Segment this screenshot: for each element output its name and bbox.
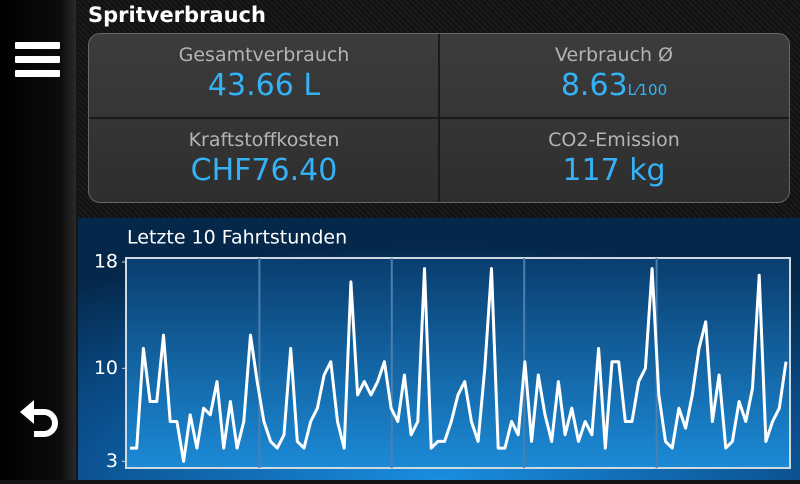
stat-label: Verbrauch Ø	[554, 44, 674, 66]
stat-label: CO2-Emission	[548, 129, 680, 151]
back-button[interactable]	[20, 400, 58, 437]
stat-value: CHF76.40	[190, 153, 338, 188]
stat-cell: Kraftstoffkosten CHF76.40	[89, 119, 439, 202]
menu-button[interactable]	[15, 42, 60, 77]
chart-title: Letzte 10 Fahrtstunden	[127, 227, 347, 249]
sidebar-icons	[15, 42, 60, 437]
divider	[89, 117, 789, 119]
chart: Letzte 10 Fahrtstunden 3 10 18	[78, 218, 800, 480]
plot-area	[125, 257, 791, 469]
page-title: Spritverbrauch	[88, 3, 266, 27]
stat-number: 8.63	[560, 68, 628, 103]
sidebar	[0, 0, 76, 480]
stat-value: 8.63L⁄100	[439, 68, 789, 103]
stat-label: Gesamtverbrauch	[178, 44, 350, 66]
stat-label: Kraftstoffkosten	[188, 129, 340, 151]
stat-value: 43.66 L	[207, 68, 321, 103]
stat-cell: Verbrauch Ø 8.63L⁄100	[439, 34, 789, 118]
y-tick-label: 10	[94, 357, 118, 379]
stat-value: 117 kg	[562, 153, 666, 188]
y-tick-label: 3	[106, 450, 118, 472]
y-tick-label: 18	[94, 250, 118, 272]
stat-cell: Gesamtverbrauch 43.66 L	[89, 34, 439, 118]
stat-cell: CO2-Emission 117 kg	[439, 119, 789, 202]
stats-panel: Gesamtverbrauch 43.66 L Verbrauch Ø 8.63L⁄…	[88, 33, 790, 203]
stat-unit: L⁄100	[627, 81, 668, 99]
data-line	[130, 267, 788, 463]
